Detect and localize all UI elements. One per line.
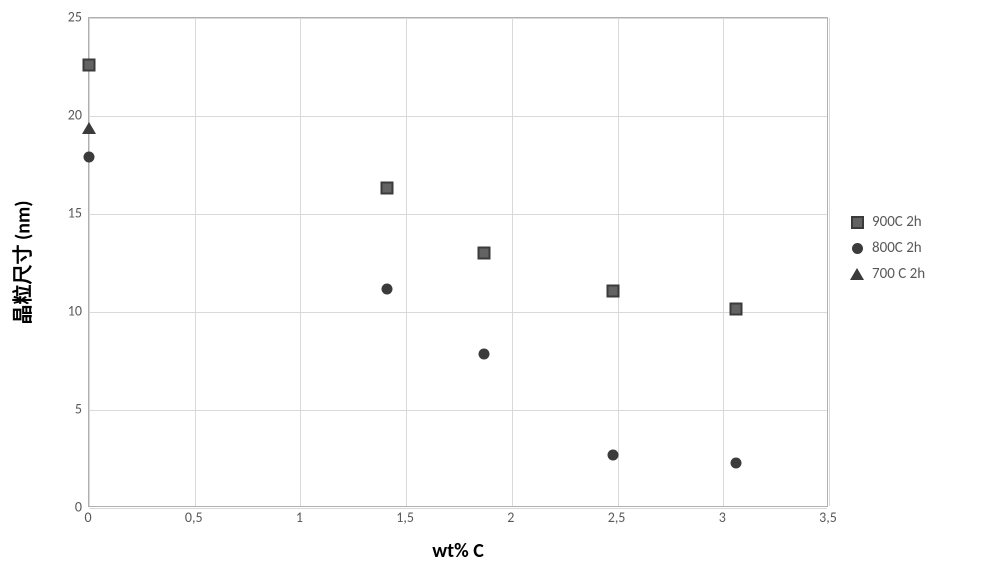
data-point: [730, 457, 741, 468]
gridline-v: [618, 18, 619, 506]
legend-label: 900C 2h: [872, 213, 922, 231]
legend-marker-icon: [848, 265, 866, 283]
x-axis-label: wt% C: [88, 539, 828, 563]
gridline-h: [89, 410, 827, 411]
data-point: [478, 247, 491, 260]
y-tick-label: 10: [60, 303, 82, 320]
gridline-v: [406, 18, 407, 506]
x-tick-label: 0,5: [185, 509, 203, 526]
gridline-v: [89, 18, 90, 506]
legend-item: 700 C 2h: [848, 265, 925, 283]
data-point: [82, 122, 96, 134]
y-tick-label: 15: [60, 205, 82, 222]
legend-item: 800C 2h: [848, 239, 925, 257]
x-tick-label: 0: [84, 509, 91, 526]
x-tick-label: 3,5: [819, 509, 837, 526]
gridline-v: [512, 18, 513, 506]
legend-label: 700 C 2h: [872, 265, 925, 283]
data-point: [382, 284, 393, 295]
y-axis-label: 晶粒尺寸 (nm): [8, 17, 34, 507]
y-axis-label-text: 晶粒尺寸 (nm): [7, 200, 36, 324]
data-point: [607, 285, 620, 298]
gridline-h: [89, 312, 827, 313]
x-tick-label: 1: [296, 509, 303, 526]
gridline-v: [195, 18, 196, 506]
data-point: [479, 348, 490, 359]
data-point: [729, 303, 742, 316]
data-point: [381, 181, 394, 194]
x-tick-label: 1,5: [396, 509, 414, 526]
gridline-h: [89, 18, 827, 19]
gridline-v: [723, 18, 724, 506]
legend-item: 900C 2h: [848, 213, 925, 231]
y-tick-label: 5: [60, 401, 82, 418]
x-tick-label: 2,5: [608, 509, 626, 526]
x-tick-label: 3: [719, 509, 726, 526]
legend: 900C 2h 800C 2h 700 C 2h: [848, 205, 925, 291]
y-tick-label: 0: [60, 499, 82, 516]
y-tick-label: 20: [60, 107, 82, 124]
legend-marker-icon: [848, 239, 866, 257]
x-tick-label: 2: [507, 509, 514, 526]
gridline-h: [89, 116, 827, 117]
data-point: [84, 152, 95, 163]
legend-marker-icon: [848, 213, 866, 231]
data-point: [608, 450, 619, 461]
gridline-v: [829, 18, 830, 506]
data-point: [83, 59, 96, 72]
legend-label: 800C 2h: [872, 239, 922, 257]
plot-area: [88, 17, 828, 507]
chart-container: 晶粒尺寸 (nm) wt% C 900C 2h 800C 2h 700 C 2h 0…: [10, 5, 990, 571]
gridline-v: [300, 18, 301, 506]
gridline-h: [89, 214, 827, 215]
y-tick-label: 25: [60, 9, 82, 26]
